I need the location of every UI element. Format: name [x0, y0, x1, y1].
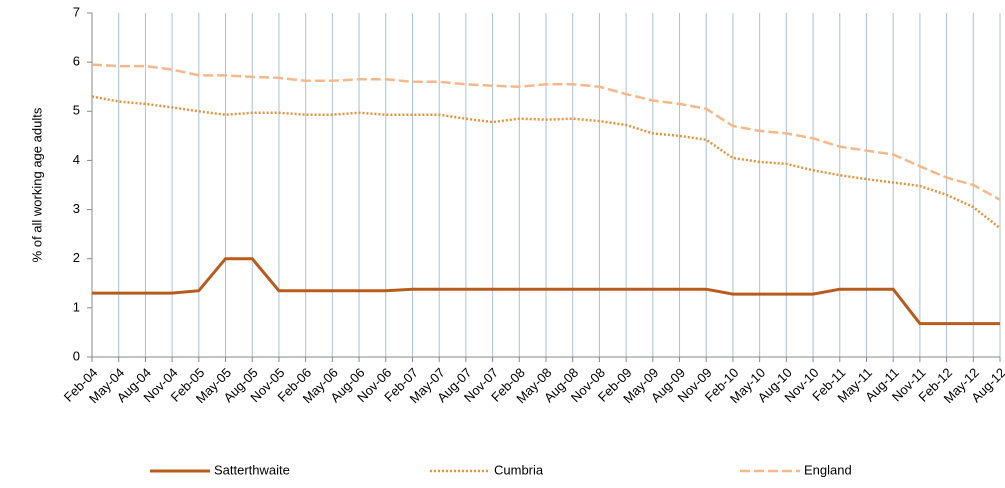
legend-label: England: [804, 462, 852, 477]
line-series: [91, 63, 1001, 201]
line-series: [92, 257, 1000, 326]
y-tick-label: 1: [73, 299, 80, 314]
y-tick-label: 4: [73, 152, 80, 167]
y-tick-label: 0: [73, 348, 80, 363]
y-axis-label: % of all working age adults: [29, 107, 44, 262]
y-tick-label: 6: [73, 54, 80, 69]
y-tick-label: 2: [73, 250, 80, 265]
legend-label: Cumbria: [494, 462, 544, 477]
y-tick-label: 3: [73, 201, 80, 216]
y-tick-label: 5: [73, 103, 80, 118]
legend-label: Satterthwaite: [214, 462, 290, 477]
y-tick-label: 7: [73, 4, 80, 19]
line-series: [91, 95, 1001, 230]
